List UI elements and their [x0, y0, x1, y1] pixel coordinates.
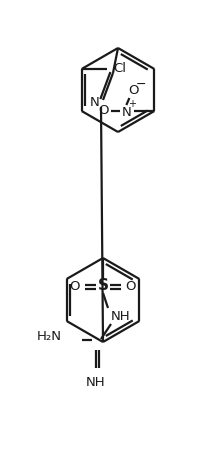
Text: O: O: [126, 280, 136, 294]
Text: N: N: [90, 97, 100, 109]
Text: N: N: [122, 105, 131, 119]
Text: H₂N: H₂N: [37, 329, 62, 343]
Text: S: S: [97, 278, 109, 294]
Text: O: O: [128, 84, 139, 98]
Text: NH: NH: [86, 376, 106, 389]
Text: NH: NH: [111, 310, 131, 322]
Text: Cl: Cl: [114, 62, 127, 76]
Text: +: +: [128, 99, 136, 109]
Text: O: O: [70, 280, 80, 294]
Text: O: O: [98, 104, 109, 118]
Text: −: −: [136, 77, 147, 91]
